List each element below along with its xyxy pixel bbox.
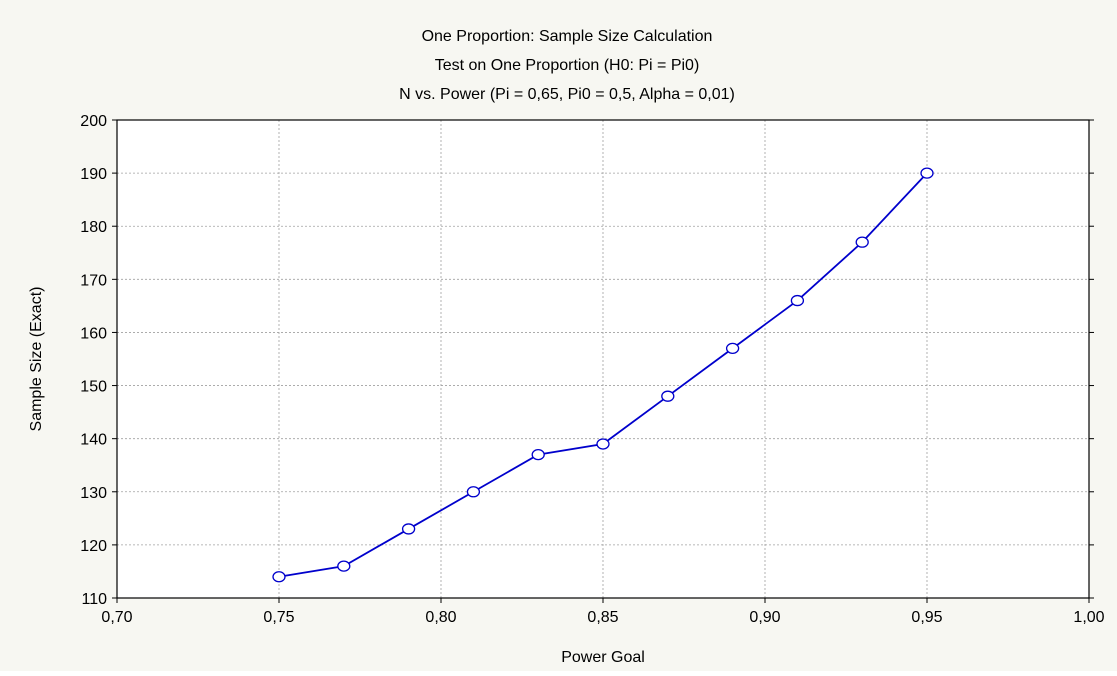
x-tick-label: 1,00 — [1073, 609, 1104, 626]
data-point — [337, 560, 351, 572]
x-tick-label: 0,70 — [101, 609, 132, 626]
x-tick-label: 0,75 — [263, 609, 294, 626]
y-tick-label: 120 — [80, 538, 107, 555]
x-tick-label: 0,85 — [587, 609, 618, 626]
y-tick-label: 190 — [80, 166, 107, 183]
y-tick-label: 150 — [80, 379, 107, 396]
chart-title: One Proportion: Sample Size Calculation — [422, 28, 713, 45]
y-tick-label: 170 — [80, 272, 107, 289]
plot-area — [117, 120, 1089, 598]
x-axis-label: Power Goal — [561, 649, 645, 666]
data-point — [790, 294, 805, 307]
grid-lines — [117, 120, 1089, 598]
data-point — [596, 438, 610, 450]
data-point — [920, 167, 934, 179]
y-tick-label: 110 — [81, 591, 107, 608]
data-point — [401, 523, 416, 535]
chart-subtitle-2: N vs. Power (Pi = 0,65, Pi0 = 0,5, Alpha… — [399, 86, 735, 103]
x-tick-label: 0,80 — [425, 609, 456, 626]
y-axis-label: Sample Size (Exact) — [28, 287, 45, 432]
data-point — [725, 342, 740, 355]
series-group — [272, 167, 934, 583]
data-point — [661, 390, 675, 402]
data-point — [466, 486, 481, 498]
data-point — [531, 448, 545, 461]
y-tick-label: 140 — [80, 432, 107, 449]
y-tick-label: 160 — [80, 325, 107, 342]
x-tick-label: 0,90 — [749, 609, 780, 626]
data-point — [855, 236, 869, 248]
axis-ticks: 0,70 0,75 0,80 0,85 0,90 0,95 1,00 110 120 130 140… — [80, 113, 1104, 626]
y-tick-label: 180 — [80, 219, 107, 236]
x-tick-label: 0,95 — [911, 609, 942, 626]
plot-border — [116, 119, 1090, 599]
y-tick-label: 200 — [80, 113, 107, 130]
data-point — [272, 571, 286, 583]
chart-subtitle: Test on One Proportion (H0: Pi = Pi0) — [435, 57, 700, 74]
y-tick-label: 130 — [80, 485, 107, 502]
